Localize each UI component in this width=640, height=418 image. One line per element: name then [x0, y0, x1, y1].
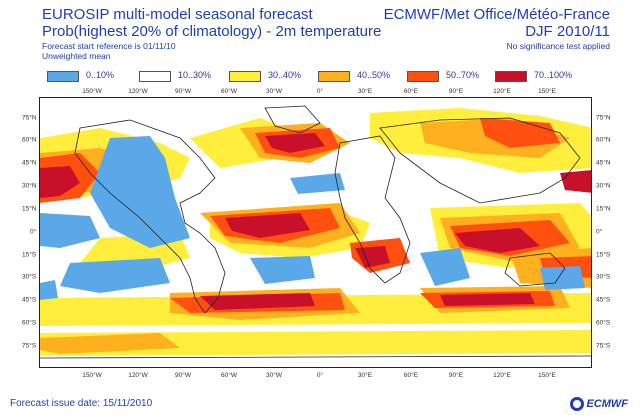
lon-label-top: 120°W	[128, 88, 148, 95]
legend-label: 40..50%	[357, 70, 391, 80]
lon-label-bottom: 30°E	[357, 372, 373, 379]
legend: 0..10% 10..30% 30..40% 40..50% 50..70% 7…	[47, 70, 587, 84]
coastlines	[40, 105, 591, 359]
issue-date: Forecast issue date: 15/11/2010	[10, 398, 153, 409]
lon-label-bottom: 90°E	[448, 372, 464, 379]
lat-label-right: 30°N	[596, 182, 611, 190]
lat-label-left: 15°S	[22, 251, 37, 259]
lon-label-top: 30°W	[266, 88, 282, 95]
lon-label-bottom: 0°	[316, 372, 324, 379]
lat-label-right: 75°S	[596, 342, 611, 350]
lat-label-right: 15°N	[596, 205, 611, 213]
legend-swatch	[47, 71, 79, 82]
field-70-100	[40, 133, 591, 310]
ecmwf-logo: ECMWF	[570, 396, 628, 412]
start-reference: Forecast start reference is 01/11/10	[42, 41, 176, 51]
lon-label-top: 0°	[316, 88, 324, 95]
title-line2: Prob(highest 20% of climatology) - 2m te…	[42, 23, 382, 40]
lat-label-right: 45°N	[596, 159, 611, 167]
legend-swatch	[229, 71, 261, 82]
lon-label-bottom: 90°W	[175, 372, 191, 379]
lon-label-top: 60°W	[221, 88, 237, 95]
weighting-note: Unweighted mean	[42, 51, 111, 61]
season-label: DJF 2010/11	[525, 23, 610, 40]
lat-label-right: 45°S	[596, 296, 611, 304]
legend-label: 70..100%	[534, 70, 573, 80]
lat-label-right: 0°	[596, 228, 603, 236]
organizations: ECMWF/Met Office/Météo-France	[383, 6, 610, 23]
lon-label-top: 90°W	[175, 88, 191, 95]
lat-label-left: 45°N	[22, 159, 37, 167]
legend-swatch	[407, 71, 439, 82]
lat-label-right: 15°S	[596, 251, 611, 259]
lon-label-top: 150°W	[82, 88, 102, 95]
significance-note: No significance test applied	[506, 41, 610, 51]
map-canvas	[40, 98, 591, 367]
lat-label-right: 60°S	[596, 319, 611, 327]
logo-text: ECMWF	[586, 398, 628, 410]
legend-label: 10..30%	[178, 70, 212, 80]
title-line1: EUROSIP multi-model seasonal forecast	[42, 6, 313, 23]
lat-label-left: 30°S	[22, 273, 37, 281]
lat-label-left: 60°S	[22, 319, 37, 327]
lon-label-bottom: 120°W	[128, 372, 148, 379]
lat-label-left: 30°N	[22, 182, 37, 190]
lon-label-top: 120°E	[493, 88, 511, 95]
field-0-10	[40, 136, 585, 300]
lon-label-bottom: 60°E	[403, 372, 419, 379]
lat-label-left: 75°S	[22, 342, 37, 350]
lat-label-left: 0°	[30, 228, 37, 236]
lon-label-bottom: 30°W	[266, 372, 282, 379]
lat-label-left: 60°N	[22, 136, 37, 144]
lat-label-left: 75°N	[22, 114, 37, 122]
lon-label-top: 90°E	[448, 88, 464, 95]
lat-label-right: 30°S	[596, 273, 611, 281]
lon-label-bottom: 150°E	[538, 372, 556, 379]
probability-map	[39, 97, 592, 368]
lon-label-top: 30°E	[357, 88, 373, 95]
logo-mark-icon	[570, 397, 585, 411]
legend-label: 30..40%	[268, 70, 302, 80]
lon-label-top: 60°E	[403, 88, 419, 95]
lon-label-top: 150°E	[538, 88, 556, 95]
legend-label: 0..10%	[86, 70, 115, 80]
lat-label-left: 15°N	[22, 205, 37, 213]
legend-label: 50..70%	[446, 70, 480, 80]
legend-swatch	[318, 71, 350, 82]
lat-label-right: 60°N	[596, 136, 611, 144]
lon-label-bottom: 150°W	[82, 372, 102, 379]
lon-label-bottom: 60°W	[221, 372, 237, 379]
lat-label-right: 75°N	[596, 114, 611, 122]
legend-swatch	[495, 71, 527, 82]
lon-label-bottom: 120°E	[493, 372, 511, 379]
legend-swatch	[139, 71, 171, 82]
lat-label-left: 45°S	[22, 296, 37, 304]
